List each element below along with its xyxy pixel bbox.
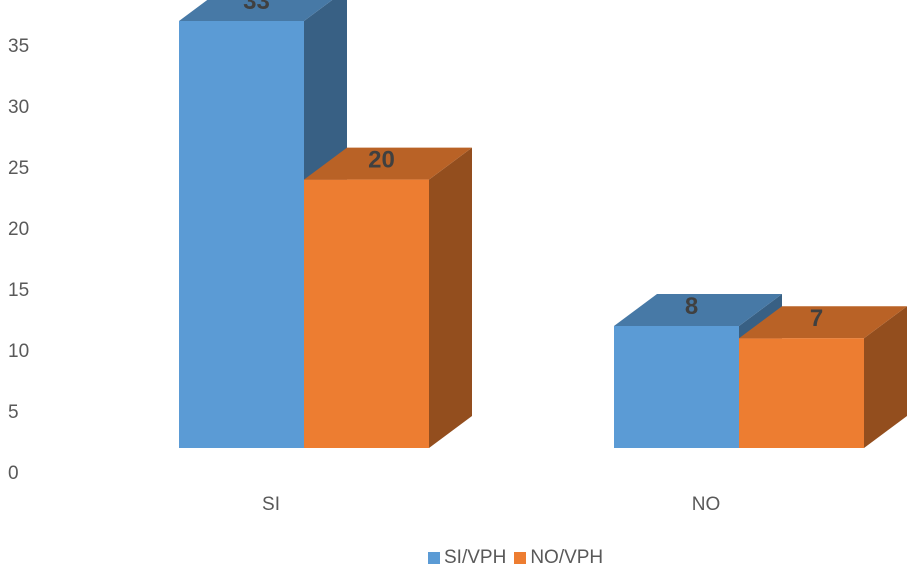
data-label: 8	[685, 293, 698, 320]
bar-front-face	[614, 326, 739, 448]
bar-top-face	[739, 306, 907, 339]
bar-front-face	[179, 21, 304, 448]
y-axis: 0 5 10 15 20 25 30 35	[8, 36, 29, 484]
data-label: 33	[243, 0, 270, 15]
bar-chart: 0 5 10 15 20 25 30 35 SI NO 33 20 8 7	[8, 0, 907, 515]
x-axis: SI NO	[262, 494, 720, 515]
x-category-label: SI	[262, 494, 280, 515]
data-label: 7	[810, 305, 823, 332]
legend-swatch-no-vph	[514, 552, 527, 564]
y-tick-label: 15	[8, 280, 29, 301]
data-labels: 33 20 8 7	[243, 0, 823, 332]
legend-swatch-si-vph	[428, 552, 440, 564]
y-tick-label: 10	[8, 341, 29, 362]
bar-top-face	[304, 147, 472, 180]
bars	[179, 0, 907, 448]
bar-top-face	[179, 0, 333, 21]
bar-no-vph-si	[304, 147, 472, 448]
y-tick-label: 25	[8, 158, 29, 179]
data-label: 20	[368, 147, 395, 174]
legend-item-no-vph: NO/VPH	[514, 547, 603, 569]
x-category-label: NO	[692, 494, 721, 515]
bar-top-face	[614, 294, 782, 326]
y-tick-label: 0	[8, 463, 19, 484]
y-tick-label: 20	[8, 219, 29, 240]
y-tick-label: 35	[8, 36, 29, 57]
legend-label-si-vph: SI/VPH	[444, 547, 507, 568]
bar-side-face	[429, 147, 472, 448]
bar-front-face	[739, 338, 864, 448]
legend: SI/VPH NO/VPH	[428, 547, 611, 569]
bar-front-face	[304, 179, 429, 448]
bar-side-face	[864, 306, 907, 448]
bar-no-vph-no	[739, 306, 907, 448]
y-tick-label: 5	[8, 402, 19, 423]
legend-item-si-vph: SI/VPH	[428, 547, 506, 569]
legend-label-no-vph: NO/VPH	[530, 547, 604, 568]
y-tick-label: 30	[8, 97, 29, 118]
